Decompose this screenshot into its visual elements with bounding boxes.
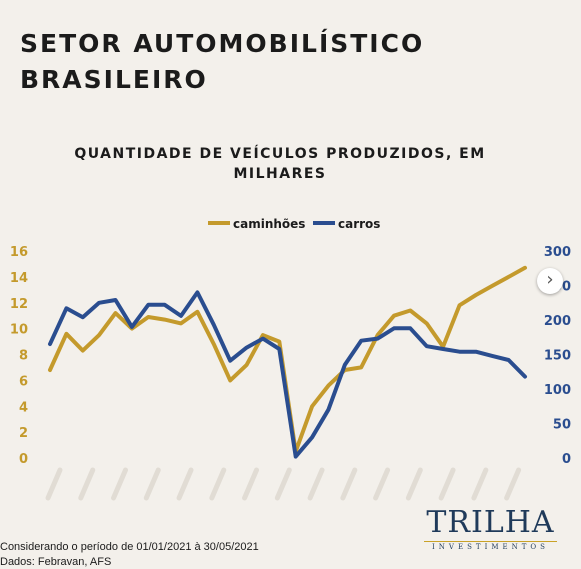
x-tick-label-faded [373,467,391,501]
x-tick-label-faded [307,467,325,501]
footer-note-period: Considerando o período de 01/01/2021 à 3… [0,541,259,553]
title-line-2: BRASILEIRO [20,65,208,94]
y-left-tick-label: 10 [10,323,28,338]
logo-divider [424,541,557,542]
x-tick-label-faded [274,467,292,501]
y-left-tick-label: 6 [19,374,28,389]
title-line-1: SETOR AUTOMOBILÍSTICO [20,29,425,58]
y-right-tick-label: 150 [544,349,571,364]
x-tick-label-faded [111,467,129,501]
legend-label: caminhões [233,217,305,231]
x-tick-label-faded [438,467,456,501]
x-tick-label-faded [471,467,489,501]
page-title: SETOR AUTOMOBILÍSTICO BRASILEIRO [20,26,424,98]
y-left-tick-label: 2 [19,426,28,441]
x-tick-label-faded [176,467,194,501]
x-tick-label-faded [78,467,96,501]
logo-wordmark: TRILHA [426,505,555,540]
y-right-tick-label: 300 [544,245,571,260]
x-tick-label-faded [209,467,227,501]
x-tick-label-faded [340,467,358,501]
series-line-carros [48,290,527,459]
y-right-tick-label: 100 [544,383,571,398]
next-slide-button[interactable]: › [537,268,563,294]
chart-title: QUANTIDADE DE VEÍCULOS PRODUZIDOS, EM MI… [74,146,486,182]
y-left-tick-label: 4 [19,400,28,415]
x-tick-label-faded [242,467,260,501]
x-tick-label-faded [504,467,522,501]
chevron-right-icon: › [546,269,554,290]
logo-tagline: INVESTIMENTOS [432,543,549,551]
x-tick-label-faded [405,467,423,501]
y-left-tick-label: 0 [19,452,28,467]
y-left-tick-label: 12 [10,297,28,312]
legend-label: carros [338,217,380,231]
y-left-tick-label: 8 [19,349,28,364]
x-tick-label-faded [143,467,161,501]
y-left-tick-label: 14 [10,271,28,286]
y-right-tick-label: 0 [562,452,571,467]
y-left-tick-label: 16 [10,245,28,260]
trilha-logo: TRILHA INVESTIMENTOS [418,507,563,551]
series-line-caminhoes [48,265,527,454]
y-right-tick-label: 200 [544,314,571,329]
x-tick-label-faded [45,467,63,501]
footer-note-source: Dados: Febravan, AFS [0,556,112,568]
y-right-tick-label: 50 [553,418,571,433]
